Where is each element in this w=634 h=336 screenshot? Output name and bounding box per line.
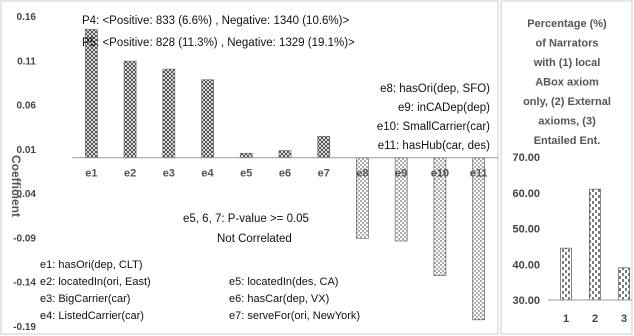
- bar-e5: [239, 152, 253, 159]
- definition-left: e3: BigCarrier(car): [40, 293, 130, 305]
- side-x-tick-label: 1: [563, 313, 569, 325]
- definition-right: e11: hasHub(car, des): [378, 140, 490, 152]
- y-axis-label: Coefficient: [9, 155, 23, 217]
- side-y-tick-label: 40.00: [512, 259, 540, 271]
- annotation-p4: P4: <Positive: 833 (6.6%) , Negative: 13…: [82, 15, 349, 27]
- side-x-tick-label: 2: [592, 313, 598, 325]
- side-y-tick-label: 70.00: [512, 152, 540, 164]
- x-tick-label: e11: [470, 168, 488, 180]
- side-title-line: axioms, (3): [538, 116, 596, 128]
- y-tick-label: -0.14: [13, 278, 36, 289]
- side-y-tick-label: 50.00: [512, 224, 540, 236]
- definition-left: e1: hasOri(dep, CLT): [40, 259, 143, 271]
- definition-mid: e6: hasCar(dep, VX): [229, 293, 329, 305]
- annotation-pvalue: e5, 6, 7: P-value >= 0.05: [183, 213, 309, 225]
- side-title-line: Entailed Ent.: [534, 135, 601, 147]
- bar-e2: [123, 60, 137, 159]
- x-tick-label: e6: [279, 168, 291, 180]
- y-tick-label: 0.16: [17, 12, 37, 23]
- bar-e11: [472, 157, 485, 321]
- side-y-tick-label: 60.00: [512, 188, 540, 200]
- definition-left: e4: ListedCarrier(car): [40, 310, 144, 322]
- definition-right: e8: hasOri(dep, SFO): [380, 83, 490, 95]
- bar-e4: [201, 79, 214, 159]
- side-frame: [500, 0, 633, 335]
- annotation-not-correlated: Not Correlated: [217, 233, 292, 245]
- side-title-line: with (1) local: [533, 57, 601, 69]
- side-y-tick-label: 30.00: [512, 295, 540, 307]
- side-title-line: ABox axiom: [535, 77, 599, 89]
- definition-right: e10: SmallCarrier(car): [377, 121, 490, 133]
- bar-e7: [317, 136, 331, 159]
- side-bar-1: [560, 247, 572, 301]
- x-tick-label: e1: [85, 168, 97, 180]
- y-tick-label: -0.09: [13, 233, 36, 244]
- definition-right: e9: inCADep(dep): [398, 102, 490, 114]
- x-tick-label: e5: [240, 168, 252, 180]
- x-tick-label: e7: [318, 168, 330, 180]
- bar-e6: [278, 150, 292, 159]
- y-tick-label: 0.06: [17, 101, 37, 112]
- y-tick-label: -0.04: [13, 189, 36, 200]
- side-title-line: of Narrators: [536, 38, 599, 50]
- side-bar-3: [618, 267, 630, 301]
- side-title-line: only, (2) External: [523, 96, 611, 108]
- y-tick-label: 0.11: [17, 56, 36, 67]
- x-tick-label: e10: [431, 168, 449, 180]
- x-tick-label: e2: [124, 168, 136, 180]
- definition-left: e2: locatedIn(ori, East): [40, 276, 151, 288]
- x-tick-label: e9: [395, 168, 407, 180]
- y-tick-label: 0.01: [17, 145, 37, 156]
- y-tick-label: -0.19: [13, 322, 36, 333]
- x-tick-label: e3: [163, 168, 175, 180]
- side-title-line: Percentage (%): [527, 18, 607, 30]
- x-tick-label: e8: [356, 168, 368, 180]
- definition-mid: e5: locatedIn(des, CA): [229, 276, 338, 288]
- side-x-tick-label: 3: [621, 313, 627, 325]
- definition-mid: e7: serveFor(ori, NewYork): [229, 310, 360, 322]
- plot-frame: [0, 0, 499, 335]
- bar-e3: [162, 68, 176, 159]
- annotation-p5: P5: <Positive: 828 (11.3%) , Negative: 1…: [82, 37, 355, 49]
- side-bar-2: [589, 188, 601, 301]
- x-tick-label: e4: [201, 168, 214, 180]
